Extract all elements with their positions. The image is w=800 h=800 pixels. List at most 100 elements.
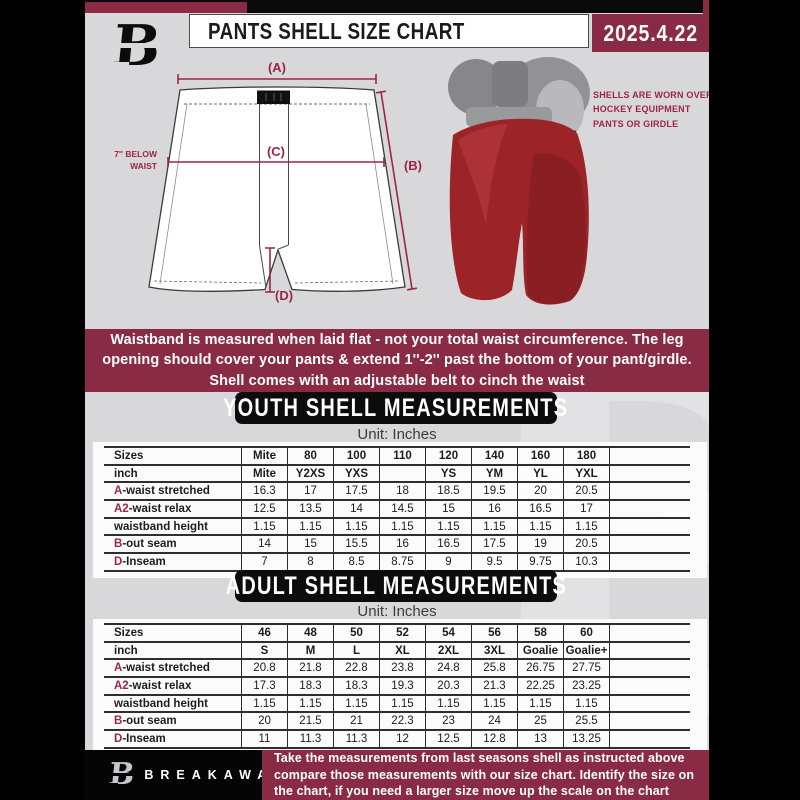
table-cell: 1.15 — [379, 695, 425, 712]
table-filler — [609, 695, 690, 712]
waistband-info-text: Waistband is measured when laid flat - n… — [102, 331, 692, 389]
table-cell: 60 — [563, 625, 609, 641]
table-cell: 11.3 — [287, 731, 333, 747]
table-cell: 15 — [287, 536, 333, 553]
table-cell: YXL — [563, 465, 609, 482]
table-cell: YXS — [333, 465, 379, 482]
table-cell: 8 — [287, 554, 333, 570]
logo-slice — [101, 783, 119, 785]
page-title-banner: PANTS SHELL SIZE CHART — [189, 14, 589, 48]
table-cell: Y2XS — [287, 465, 333, 482]
row-label-prefix: A — [114, 485, 123, 498]
row-label: D -Inseam — [114, 732, 166, 745]
table-cell: YS — [425, 465, 471, 482]
row-label: waistband height — [114, 697, 208, 710]
table-cell: 16.5 — [425, 536, 471, 553]
table-cell: 13.25 — [563, 731, 609, 747]
row-label-prefix: A2 — [114, 679, 129, 692]
row-label: A -waist stretched — [114, 662, 210, 675]
table-cell: 17 — [563, 501, 609, 517]
waistband-info-banner: Waistband is measured when laid flat - n… — [85, 329, 709, 392]
below-waist-note: 7'' BELOW WAIST — [114, 149, 157, 171]
table-cell: 25 — [517, 713, 563, 730]
table-cell: 17.5 — [471, 536, 517, 553]
hem-stitch-lines — [153, 280, 400, 284]
table-row: waistband height 1.15 1.15 1.15 1.15 1.15 1.15… — [104, 695, 690, 714]
table-cell: 14 — [241, 536, 287, 553]
table-cell: 19 — [517, 536, 563, 553]
table-cell: 22.3 — [379, 713, 425, 730]
table-filler — [609, 518, 690, 535]
table-cell: Goalie — [517, 642, 563, 659]
row-label-prefix: D — [114, 555, 123, 568]
shell-usage-note: SHELLS ARE WORN OVER HOCKEY EQUIPMENT PA… — [593, 90, 709, 129]
table-cell: 19.5 — [471, 483, 517, 500]
adult-section-banner: ADULT SHELL MEASUREMENTS — [225, 570, 566, 602]
table-cell: 25.8 — [471, 660, 517, 677]
shell-highlight — [458, 124, 508, 225]
table-cell: 18 — [379, 483, 425, 500]
table-row: inch S M L XL 2XL 3XL Goalie Goalie+ — [104, 642, 690, 661]
measure-label-c: (C) — [267, 144, 285, 159]
table-cell: 12 — [379, 731, 425, 747]
table-row: Sizes Mite 80 100 110 120 140 160 180 — [104, 448, 690, 466]
table-cell: 1.15 — [379, 518, 425, 535]
footer-instructions-text: Take the measurements from last seasons … — [274, 751, 695, 799]
table-cell: 1.15 — [425, 695, 471, 712]
table-cell: 52 — [379, 625, 425, 641]
table-cell: XL — [379, 642, 425, 659]
table-filler — [609, 465, 690, 482]
table-cell: 16 — [471, 501, 517, 517]
table-cell: 3XL — [471, 642, 517, 659]
footer-instructions-banner: Take the measurements from last seasons … — [262, 750, 709, 800]
table-cell: 18.3 — [287, 678, 333, 694]
table-row: waistband height 1.15 1.15 1.15 1.15 1.15 1.15… — [104, 518, 690, 537]
table-cell: 8.5 — [333, 554, 379, 570]
table-cell: 9.5 — [471, 554, 517, 570]
table-row: B -out seam 20 21.5 21 22.3 23 24 25 25.5 — [104, 713, 690, 732]
table-cell: 12.5 — [425, 731, 471, 747]
table-cell: 58 — [517, 625, 563, 641]
table-cell: 17.5 — [333, 483, 379, 500]
table-cell: 21.8 — [287, 660, 333, 677]
table-cell: 9 — [425, 554, 471, 570]
measure-label-b: (B) — [404, 158, 422, 173]
table-cell: S — [241, 642, 287, 659]
table-cell: 8.75 — [379, 554, 425, 570]
table-filler — [609, 554, 690, 570]
table-cell: 14.5 — [379, 501, 425, 517]
table-cell: 180 — [563, 448, 609, 464]
row-label: D -Inseam — [114, 555, 166, 568]
table-cell: YM — [471, 465, 517, 482]
table-cell: 10.3 — [563, 554, 609, 570]
table-cell: 12.5 — [241, 501, 287, 517]
table-cell: 21.3 — [471, 678, 517, 694]
table-row: A -waist stretched 16.3 17 17.5 18 18.5 19.5 20 2… — [104, 483, 690, 502]
table-filler — [609, 713, 690, 730]
shorts-outline — [148, 86, 406, 292]
table-filler — [609, 625, 690, 641]
table-filler — [609, 678, 690, 694]
table-cell: 1.15 — [287, 518, 333, 535]
footer-logo-icon: B — [101, 757, 142, 792]
row-label-prefix: B — [114, 538, 123, 551]
adult-unit-label: Unit: Inches — [357, 603, 437, 620]
row-label: A2 -waist relax — [114, 502, 192, 515]
table-cell: 21 — [333, 713, 379, 730]
table-cell: 1.15 — [287, 695, 333, 712]
table-cell: 16.3 — [241, 483, 287, 500]
table-cell: 21.5 — [287, 713, 333, 730]
table-cell: 23.8 — [379, 660, 425, 677]
table-cell: 54 — [425, 625, 471, 641]
table-cell: 1.15 — [517, 695, 563, 712]
table-cell: 1.15 — [241, 518, 287, 535]
table-cell: 80 — [287, 448, 333, 464]
table-cell — [379, 465, 425, 482]
row-label: Sizes — [114, 626, 144, 639]
youth-unit-label: Unit: Inches — [357, 426, 437, 443]
table-row: A -waist stretched 20.8 21.8 22.8 23.8 24.8 25.… — [104, 660, 690, 679]
table-cell: YL — [517, 465, 563, 482]
table-cell: Goalie+ — [563, 642, 609, 659]
table-cell: 140 — [471, 448, 517, 464]
shell-shadow — [526, 153, 587, 304]
